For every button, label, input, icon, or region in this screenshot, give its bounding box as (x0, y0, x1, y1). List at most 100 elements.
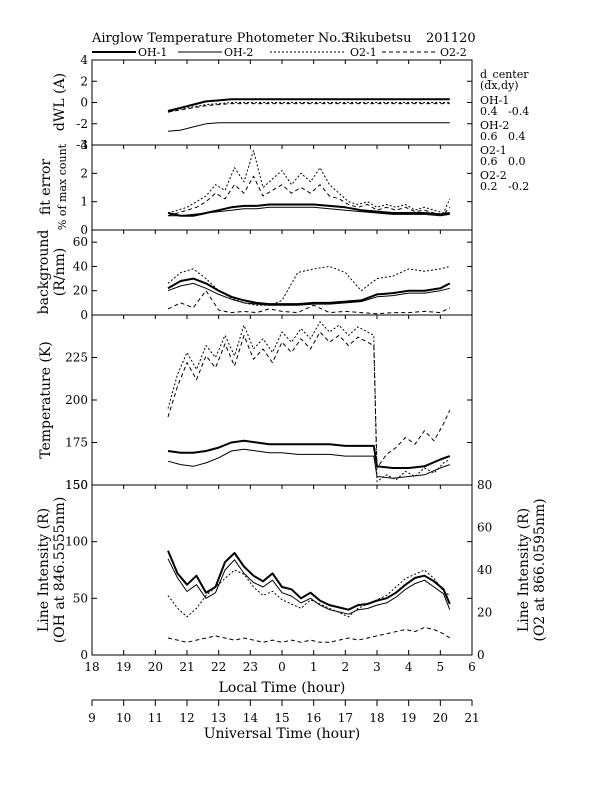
series-int-oh-1 (167, 550, 451, 611)
x-tick-label-local: 0 (278, 660, 286, 674)
y-tick-label-temp: 175 (65, 436, 88, 450)
ylabel-temp: Temperature (K) (38, 341, 54, 459)
series-dwl-oh-2 (167, 122, 450, 132)
x-tick-label-ut: 15 (274, 711, 289, 725)
panel-frame-bg (91, 229, 473, 316)
panel-frame-int (91, 484, 473, 656)
y-tick-label-temp: 200 (65, 393, 88, 407)
legend-label-oh1: OH-1 (138, 46, 167, 59)
y-tick-label-dwl: 0 (80, 96, 88, 110)
x-tick-label-ut: 10 (116, 711, 131, 725)
y-tick-label-int: 0 (80, 648, 88, 662)
x-tick-label-ut: 9 (88, 711, 96, 725)
series-temp-o2-1 (167, 321, 451, 483)
series-int-oh-2 (167, 558, 451, 615)
y-tick-label-right-int: 80 (477, 478, 492, 492)
date-label: 201120 (426, 31, 476, 46)
series-bg-oh-2 (167, 282, 450, 306)
x-tick-label-ut: 16 (306, 711, 321, 725)
ylabel-fit-2: % of max count (56, 143, 69, 230)
y-tick-label-bg: 60 (73, 235, 88, 249)
x-tick-label-ut: 21 (464, 711, 479, 725)
side-info: d_center (dx,dy) OH-1 0.4 -0.4 OH-2 0.6 … (480, 68, 529, 193)
side-oh2-values: 0.6 0.4 (480, 130, 525, 143)
y-tick-label-temp: 225 (65, 351, 88, 365)
x-tick-label-ut: 18 (369, 711, 384, 725)
x-tick-label-ut: 20 (433, 711, 448, 725)
ylabel-bg: background (36, 230, 52, 315)
ticks-layer: 18 19 20 21 22 23 0 1 2 3 4 5 69 10 11 12 13 14 15 16 17 18 19… (65, 53, 492, 725)
series-temp-o2-2 (167, 331, 451, 469)
panel-frame-dwl (91, 59, 473, 146)
series-dwl-o2-1 (167, 102, 450, 113)
x-tick-label-local: 2 (342, 660, 350, 674)
y-tick-label-fit: 2 (80, 166, 88, 180)
ylabel-fit: fit error (38, 159, 54, 216)
side-header: d_center (480, 68, 529, 81)
y-tick-label-int: 100 (65, 535, 88, 549)
y-tick-label-fit: 1 (80, 195, 88, 209)
x-tick-label-local: 5 (437, 660, 445, 674)
xlabel-local: Local Time (hour) (219, 680, 346, 696)
xlabel-ut: Universal Time (hour) (204, 726, 361, 742)
legend-label-o22: O2-2 (440, 46, 467, 59)
chart-title: Airglow Temperature Photometer No.3 (91, 31, 349, 46)
legend: OH-1 OH-2 O2-1 O2-2 (92, 46, 467, 59)
side-o22-label: O2-2 (480, 169, 507, 182)
side-header-2: (dx,dy) (480, 79, 519, 92)
side-oh1-values: 0.4 -0.4 (480, 105, 529, 118)
ylabel-int-right-2: (O2 at 866.0595nm) (532, 498, 548, 641)
legend-label-o21: O2-1 (350, 46, 377, 59)
x-tick-label-ut: 12 (179, 711, 194, 725)
ylabel-bg-2: (R/nm) (52, 248, 68, 296)
y-tick-label-bg: 0 (80, 308, 88, 322)
x-tick-label-local: 6 (468, 660, 476, 674)
y-tick-label-dwl: 2 (80, 74, 88, 88)
series-layer (167, 98, 451, 643)
panel-frame-fit (91, 144, 473, 231)
y-tick-label-right-int: 60 (477, 521, 492, 535)
y-tick-label-right-int: 20 (477, 606, 492, 620)
x-tick-label-local: 23 (243, 660, 258, 674)
series-bg-oh-1 (167, 277, 451, 306)
y-tick-label-dwl: -4 (76, 138, 88, 152)
y-tick-label-right-int: 40 (477, 563, 492, 577)
y-tick-label-bg: 20 (73, 284, 88, 298)
y-tick-label-temp: 150 (65, 478, 88, 492)
legend-label-oh2: OH-2 (224, 46, 253, 59)
series-fit-o2-2 (167, 175, 451, 217)
y-tick-label-fit: 3 (80, 138, 88, 152)
series-bg-o2-2 (167, 290, 451, 315)
x-tick-label-local: 19 (116, 660, 131, 674)
x-tick-label-ut: 11 (148, 711, 163, 725)
side-o22-values: 0.2 -0.2 (480, 180, 529, 193)
x-tick-label-ut: 13 (211, 711, 226, 725)
y-tick-label-dwl: -2 (76, 117, 88, 131)
ylabel-int: Line Intensity (R) (36, 508, 52, 632)
side-o21-label: O2-1 (480, 144, 507, 157)
x-tick-label-local: 21 (179, 660, 194, 674)
x-tick-label-local: 20 (148, 660, 163, 674)
series-fit-oh-2 (168, 206, 450, 217)
x-tick-label-ut: 19 (401, 711, 416, 725)
y-tick-label-int: 50 (73, 591, 88, 605)
side-oh2-label: OH-2 (480, 119, 509, 132)
ylabel-int-right: Line Intensity (R) (516, 508, 532, 632)
series-temp-oh-2 (167, 448, 450, 479)
x-tick-label-local: 3 (373, 660, 381, 674)
y-tick-label-bg: 40 (73, 259, 88, 273)
side-o21-values: 0.6 0.0 (480, 155, 525, 168)
x-tick-label-ut: 17 (338, 711, 353, 725)
site-name: Rikubetsu (345, 31, 411, 46)
ylabel-dwl: dWL (A) (52, 73, 68, 131)
x-tick-label-local: 4 (405, 660, 413, 674)
x-tick-label-local: 22 (211, 660, 226, 674)
y-tick-label-fit: 0 (80, 223, 88, 237)
y-tick-label-right-int: 0 (477, 648, 485, 662)
y-tick-label-dwl: 4 (80, 53, 88, 67)
panel-frame-temp (91, 314, 473, 486)
series-int-o2-2 (167, 626, 451, 643)
x-tick-label-ut: 14 (243, 711, 259, 725)
y-tick-label-int: 150 (65, 478, 88, 492)
